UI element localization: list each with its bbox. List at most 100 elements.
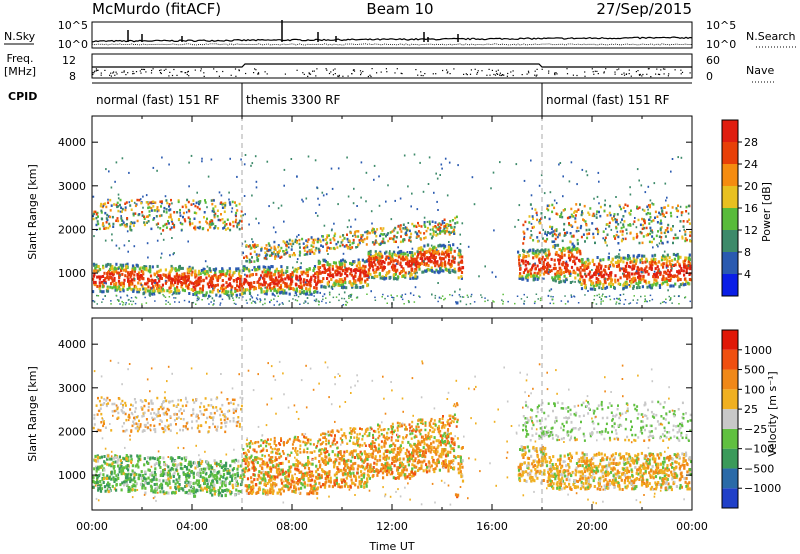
power-cell bbox=[677, 276, 680, 280]
power-cell bbox=[239, 293, 242, 297]
power-cell bbox=[222, 227, 225, 230]
power-cell bbox=[540, 212, 543, 215]
velocity-cell bbox=[161, 474, 165, 477]
power-cell bbox=[568, 250, 571, 254]
velocity-cell bbox=[453, 441, 456, 445]
power-speckle bbox=[306, 246, 309, 249]
power-cell bbox=[440, 268, 443, 272]
nave-dot bbox=[635, 71, 637, 73]
power-speckle bbox=[234, 214, 237, 217]
power-speckle bbox=[373, 231, 376, 234]
power-cell bbox=[248, 244, 251, 247]
power-speckle bbox=[446, 194, 449, 197]
nave-dot bbox=[353, 70, 356, 72]
nave-dot bbox=[526, 73, 528, 75]
power-cell bbox=[310, 236, 313, 239]
power-speckle bbox=[229, 157, 231, 160]
power-cell bbox=[623, 220, 626, 223]
power-speckle bbox=[188, 300, 190, 303]
power-near-range bbox=[534, 300, 536, 303]
power-cell bbox=[391, 257, 394, 261]
power-cell bbox=[455, 301, 458, 305]
power-cell bbox=[575, 203, 578, 206]
power-speckle bbox=[604, 199, 606, 202]
power-cell bbox=[591, 260, 594, 263]
power-cell bbox=[419, 257, 422, 260]
power-cell bbox=[646, 270, 649, 273]
velocity-cell bbox=[610, 467, 613, 471]
power-cell bbox=[446, 249, 449, 253]
power-cell bbox=[547, 250, 551, 254]
power-cell bbox=[353, 279, 356, 283]
nave-label: Nave bbox=[746, 64, 774, 77]
power-cell bbox=[216, 279, 219, 283]
power-cell bbox=[663, 280, 667, 284]
power-cell bbox=[117, 285, 121, 289]
power-cell bbox=[598, 210, 600, 214]
power-cell bbox=[408, 236, 411, 239]
nave-dot bbox=[360, 72, 362, 74]
power-cell bbox=[517, 255, 520, 259]
power-cell bbox=[324, 271, 327, 274]
velocity-cell bbox=[564, 485, 568, 489]
power-cell bbox=[531, 266, 534, 270]
nave-dot bbox=[200, 68, 202, 70]
power-speckle bbox=[560, 211, 563, 214]
power-cell bbox=[153, 217, 156, 220]
power-near-range bbox=[119, 303, 121, 305]
power-cell bbox=[143, 215, 145, 218]
power-cell bbox=[442, 257, 445, 261]
power-speckle bbox=[207, 175, 210, 178]
power-speckle bbox=[127, 250, 129, 253]
power-cell bbox=[190, 203, 193, 206]
power-near-range bbox=[262, 303, 264, 306]
power-near-range bbox=[624, 299, 627, 301]
power-cell bbox=[555, 233, 558, 237]
power-speckle bbox=[676, 215, 679, 218]
power-cell bbox=[277, 255, 280, 258]
nave-dot bbox=[584, 71, 586, 73]
power-speckle bbox=[105, 282, 107, 285]
power-cell bbox=[404, 273, 407, 277]
velocity-cell bbox=[607, 482, 610, 486]
power-near-range bbox=[144, 296, 146, 299]
velocity-cell bbox=[201, 460, 204, 463]
power-cell bbox=[102, 222, 105, 225]
power-near-range bbox=[122, 302, 125, 304]
power-cell bbox=[193, 285, 196, 289]
power-speckle bbox=[323, 285, 326, 288]
power-cell bbox=[393, 235, 396, 238]
power-cell bbox=[137, 281, 140, 285]
power-near-range bbox=[207, 297, 209, 300]
power-cell bbox=[280, 255, 283, 259]
power-speckle bbox=[436, 177, 439, 180]
power-cell bbox=[109, 265, 112, 269]
power-near-range bbox=[552, 302, 555, 305]
nave-dot bbox=[656, 68, 658, 70]
power-cell bbox=[661, 212, 664, 216]
power-cell bbox=[145, 201, 148, 204]
power-speckle bbox=[490, 187, 492, 190]
power-cell bbox=[98, 281, 101, 285]
velocity-cell bbox=[656, 453, 659, 457]
power-cell bbox=[226, 284, 229, 288]
power-cell bbox=[360, 234, 363, 237]
power-cell bbox=[199, 272, 202, 276]
power-speckle bbox=[599, 259, 602, 262]
power-cell bbox=[210, 281, 213, 285]
power-cell bbox=[170, 264, 173, 268]
power-speckle bbox=[151, 287, 153, 290]
nave-dot bbox=[309, 73, 312, 75]
power-cell bbox=[101, 275, 105, 278]
velocity-cell bbox=[601, 468, 604, 472]
power-cell bbox=[352, 276, 355, 280]
power-cell bbox=[531, 215, 534, 218]
nave-dot bbox=[495, 70, 497, 72]
power-cell bbox=[396, 231, 399, 234]
power-cell bbox=[684, 233, 687, 236]
power-cell bbox=[444, 224, 447, 228]
power-cell bbox=[573, 259, 576, 263]
power-cell bbox=[652, 219, 655, 222]
nave-dot bbox=[203, 72, 205, 74]
power-speckle bbox=[230, 210, 233, 213]
